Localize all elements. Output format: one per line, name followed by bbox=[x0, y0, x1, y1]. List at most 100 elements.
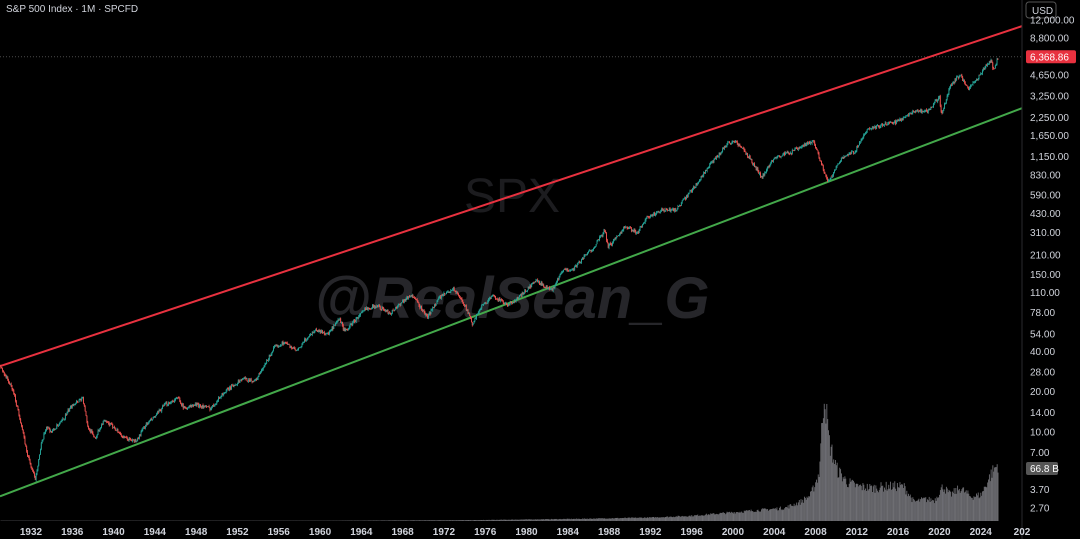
volume-bar bbox=[888, 484, 890, 521]
volume-bar bbox=[420, 520, 422, 521]
volume-bar bbox=[938, 497, 940, 521]
candle-body bbox=[41, 440, 43, 444]
volume-bar bbox=[945, 486, 947, 521]
candle-body bbox=[456, 292, 458, 293]
candle-body bbox=[836, 164, 838, 167]
candle-body bbox=[6, 376, 8, 378]
candle-body bbox=[217, 400, 219, 402]
candle-body bbox=[522, 293, 524, 295]
candle-body bbox=[64, 414, 66, 419]
volume-bar bbox=[720, 513, 722, 521]
volume-bar bbox=[660, 517, 662, 521]
candle-body bbox=[944, 103, 946, 109]
volume-bar bbox=[504, 519, 506, 521]
candle-body bbox=[223, 393, 225, 396]
volume-bar bbox=[861, 490, 863, 521]
volume-bar bbox=[643, 517, 645, 521]
candle-body bbox=[994, 68, 995, 70]
candle-body bbox=[145, 423, 147, 427]
candle-body bbox=[723, 148, 724, 150]
volume-bar bbox=[641, 517, 643, 521]
chart-title: S&P 500 Index · 1M · SPCFD bbox=[6, 4, 138, 15]
volume-bar bbox=[884, 487, 885, 521]
candle-body bbox=[520, 294, 522, 296]
volume-bar bbox=[434, 520, 435, 521]
volume-bar bbox=[553, 519, 555, 521]
volume-bar bbox=[373, 520, 375, 521]
candle-body bbox=[550, 288, 552, 290]
volume-bar bbox=[826, 403, 828, 521]
volume-bar bbox=[384, 520, 386, 521]
candle-body bbox=[483, 303, 485, 305]
volume-bar bbox=[674, 516, 676, 521]
candle-body bbox=[676, 209, 678, 211]
volume-bar bbox=[649, 517, 651, 521]
volume-bar bbox=[976, 495, 978, 521]
candle-body bbox=[404, 299, 406, 301]
candle-body bbox=[119, 432, 121, 435]
price-axis[interactable]: 12,000.008,800.004,650.003,250.002,250.0… bbox=[1030, 16, 1075, 515]
volume-bar bbox=[717, 514, 719, 521]
candle-body bbox=[822, 165, 824, 170]
candle-body bbox=[253, 380, 255, 382]
candle-body bbox=[362, 310, 364, 312]
candle-body bbox=[938, 97, 940, 101]
candle-body bbox=[277, 345, 279, 348]
candle-body bbox=[517, 297, 519, 300]
candle-body bbox=[76, 401, 78, 403]
candle-body bbox=[512, 302, 514, 304]
volume-bar bbox=[600, 518, 602, 521]
volume-bar bbox=[513, 519, 515, 521]
candle-body bbox=[21, 426, 23, 430]
volume-bar bbox=[646, 517, 648, 521]
volume-bar bbox=[780, 509, 782, 521]
candle-body bbox=[278, 346, 280, 348]
volume-bar bbox=[707, 514, 709, 521]
volume-bar bbox=[527, 519, 528, 521]
candle-body bbox=[503, 302, 505, 304]
volume-bar bbox=[706, 515, 708, 521]
candle-body bbox=[24, 437, 26, 445]
volume-bar bbox=[914, 501, 916, 521]
candle-body bbox=[948, 89, 950, 95]
volume-bar bbox=[748, 510, 749, 521]
candle-body bbox=[973, 81, 975, 83]
currency-box[interactable] bbox=[1025, 1, 1057, 19]
candle-body bbox=[298, 347, 300, 349]
candle-body bbox=[490, 296, 492, 299]
candle-body bbox=[540, 282, 542, 285]
candle-body bbox=[181, 403, 182, 406]
volume-bar bbox=[773, 508, 774, 521]
candle-body bbox=[932, 106, 933, 108]
volume-bar bbox=[916, 500, 918, 521]
candle-body bbox=[734, 141, 736, 143]
candle-body bbox=[295, 349, 297, 351]
volume-bar bbox=[639, 517, 641, 521]
candle-body bbox=[351, 324, 353, 326]
volume-bar bbox=[990, 469, 992, 521]
volume-bar bbox=[609, 518, 611, 521]
candle-body bbox=[563, 269, 564, 272]
volume-bar bbox=[845, 478, 847, 521]
volume-bar bbox=[653, 516, 655, 521]
volume-bar bbox=[849, 478, 851, 521]
candle-body bbox=[789, 153, 791, 155]
candle-body bbox=[747, 156, 749, 158]
candle-body bbox=[935, 100, 937, 101]
volume-bar bbox=[496, 519, 498, 521]
candle-body bbox=[597, 239, 599, 242]
candle-body bbox=[169, 403, 171, 404]
candle-body bbox=[594, 246, 596, 248]
candle-body bbox=[928, 108, 930, 110]
candle-body bbox=[356, 317, 358, 318]
volume-bar bbox=[514, 519, 516, 521]
candle-body bbox=[398, 304, 400, 306]
candle-body bbox=[778, 155, 779, 157]
volume-bar bbox=[810, 491, 812, 521]
candle-body bbox=[286, 342, 287, 344]
time-axis[interactable]: 1932 1936 1940 1944 1948 1952 1956 1960 1964 1968… bbox=[20, 527, 1031, 538]
volume-bar bbox=[520, 519, 522, 521]
volume-bar bbox=[694, 515, 696, 521]
volume-bar bbox=[937, 498, 939, 521]
